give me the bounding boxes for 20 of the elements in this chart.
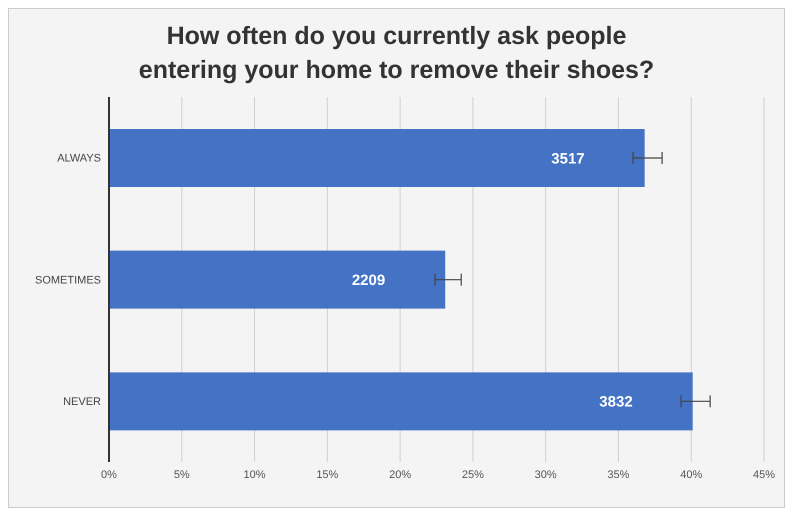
y-tick-label: ALWAYS [57, 152, 101, 165]
x-tick-label: 0% [101, 468, 118, 481]
x-tick-label: 45% [752, 468, 776, 481]
x-tick-label: 30% [534, 468, 557, 481]
y-tick-label: SOMETIMES [34, 274, 101, 286]
annotation: 3517 [551, 150, 585, 168]
chart-title: How often do you currently ask people entering your home to remove their shoes? [138, 21, 656, 86]
bar [109, 129, 645, 187]
bar [109, 250, 446, 309]
x-tick-label: 5% [174, 468, 190, 481]
x-tick-label: 20% [389, 468, 412, 481]
x-tick-label: 25% [462, 468, 484, 481]
annotation: 2209 [352, 272, 386, 289]
annotation: 3832 [599, 394, 633, 411]
x-tick-label: 35% [607, 468, 630, 481]
x-tick-label: 10% [244, 468, 266, 481]
x-tick-label: 15% [316, 468, 339, 481]
bar [109, 372, 693, 430]
y-tick-label: NEVER [63, 396, 102, 408]
x-tick-label: 40% [680, 468, 702, 481]
